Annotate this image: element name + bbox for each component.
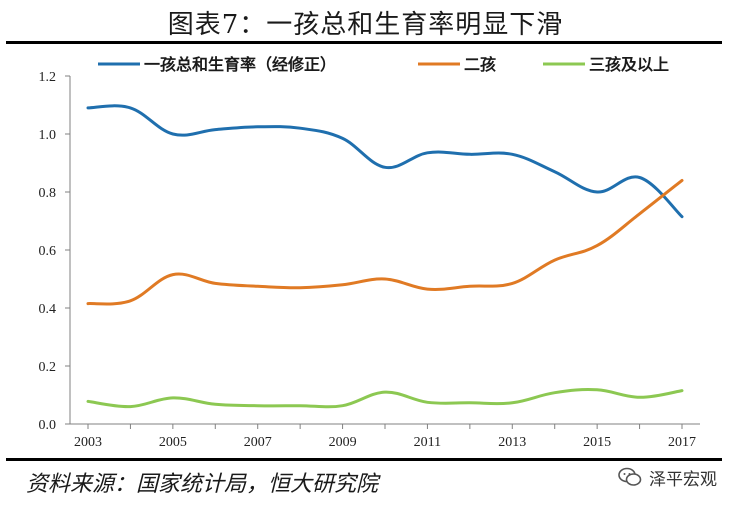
title-divider	[6, 41, 722, 44]
axes: 0.0 0.2 0.4 0.6 0.8 1.0 1.2 2003 2005 2007 2009 201…	[39, 70, 700, 450]
y-tick-label: 1.2	[39, 70, 57, 85]
legend: 一孩总和生育率（经修正） 二孩 三孩及以上	[98, 55, 669, 74]
source-divider	[6, 458, 722, 461]
brand-label: 泽平宏观	[649, 469, 717, 490]
brand: 泽平宏观	[617, 464, 717, 490]
legend-label-1: 一孩总和生育率（经修正）	[144, 55, 336, 74]
series-line-1	[86, 104, 684, 219]
x-tick-label: 2009	[329, 435, 357, 450]
source-note: 资料来源：国家统计局，恒大研究院	[26, 472, 379, 497]
x-tick-label: 2015	[583, 435, 611, 450]
x-tick-label: 2003	[74, 435, 102, 450]
y-tick-label: 0.4	[39, 302, 57, 317]
x-tick-label: 2011	[414, 435, 441, 450]
y-tick-label: 0.2	[39, 360, 57, 375]
legend-label-3: 三孩及以上	[589, 55, 669, 74]
x-tick-label: 2013	[498, 435, 526, 450]
y-tick-label: 1.0	[39, 128, 57, 143]
x-tick-label: 2005	[159, 435, 187, 450]
series-line-3	[86, 388, 684, 409]
y-tick-label: 0.0	[39, 418, 57, 433]
legend-label-2: 二孩	[464, 55, 496, 74]
y-tick-label: 0.8	[39, 186, 57, 201]
series-lines	[86, 104, 684, 409]
chart-title: 图表7：一孩总和生育率明显下滑	[167, 10, 564, 40]
y-tick-label: 0.6	[39, 244, 57, 259]
x-tick-label: 2017	[668, 435, 696, 450]
x-tick-label: 2007	[244, 435, 272, 450]
series-line-2	[86, 178, 684, 306]
wechat-icon	[618, 467, 642, 486]
